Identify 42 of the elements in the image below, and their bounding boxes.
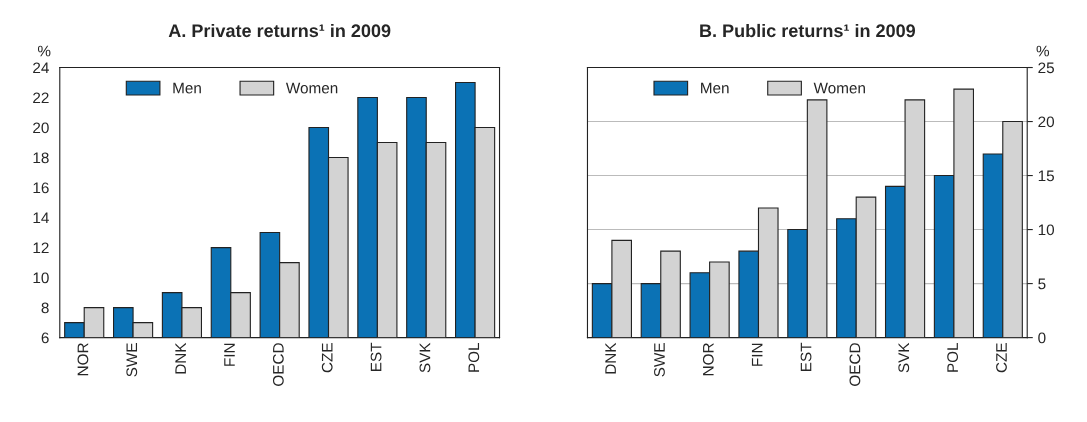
x-tick-label: FIN (224, 343, 235, 366)
chart-title: B. Public returns¹ in 2009 (700, 23, 916, 38)
x-tick-label: POL (947, 342, 959, 372)
x-tick-label: EST (800, 342, 812, 371)
x-tick-label: POL (468, 342, 480, 372)
y2-tick-label: 5 (1038, 278, 1046, 290)
y-tick-label: 18 (33, 152, 49, 164)
x-tick-label: SVK (419, 342, 431, 373)
y2-tick-label: 10 (1038, 224, 1055, 236)
y2-axis-title: % (1036, 45, 1050, 57)
x-tick-label: DNK (605, 342, 616, 374)
legend-label: Men (701, 82, 729, 94)
y-tick-label: 6 (41, 332, 49, 344)
y2-tick-label: 15 (1038, 170, 1054, 182)
y-tick-label: 24 (33, 62, 49, 74)
x-tick-label: CZE (996, 343, 1007, 373)
y-tick-label: 8 (41, 302, 49, 314)
y-tick-label: 22 (33, 92, 49, 104)
y-tick-label: 16 (33, 182, 49, 194)
legend-label: Men (173, 82, 201, 94)
legend-label: Women (285, 82, 338, 94)
x-tick-label: OECD (272, 343, 284, 386)
y2-tick-label: 0 (1038, 332, 1046, 344)
x-tick-label: SWE (126, 343, 138, 377)
x-tick-label: CZE (321, 343, 333, 373)
y-axis-title: % (37, 45, 51, 57)
x-tick-label: EST (370, 342, 382, 371)
legend-label: Women (813, 82, 865, 94)
y-tick-label: 10 (33, 272, 49, 284)
y-tick-label: 12 (33, 242, 49, 254)
y2-tick-label: 20 (1038, 116, 1055, 128)
y-tick-label: 20 (33, 122, 49, 134)
y2-tick-label: 25 (1038, 62, 1054, 74)
chart-title: A. Private returns¹ in 2009 (168, 23, 391, 38)
y-tick-label: 14 (33, 212, 49, 224)
x-tick-label: SVK (898, 342, 910, 373)
x-tick-label: NOR (77, 343, 89, 376)
x-tick-label: OECD (849, 343, 861, 386)
x-tick-label: SWE (654, 343, 665, 377)
x-tick-label: FIN (751, 343, 763, 366)
x-tick-label: DNK (175, 342, 186, 374)
x-tick-label: NOR (702, 343, 714, 376)
